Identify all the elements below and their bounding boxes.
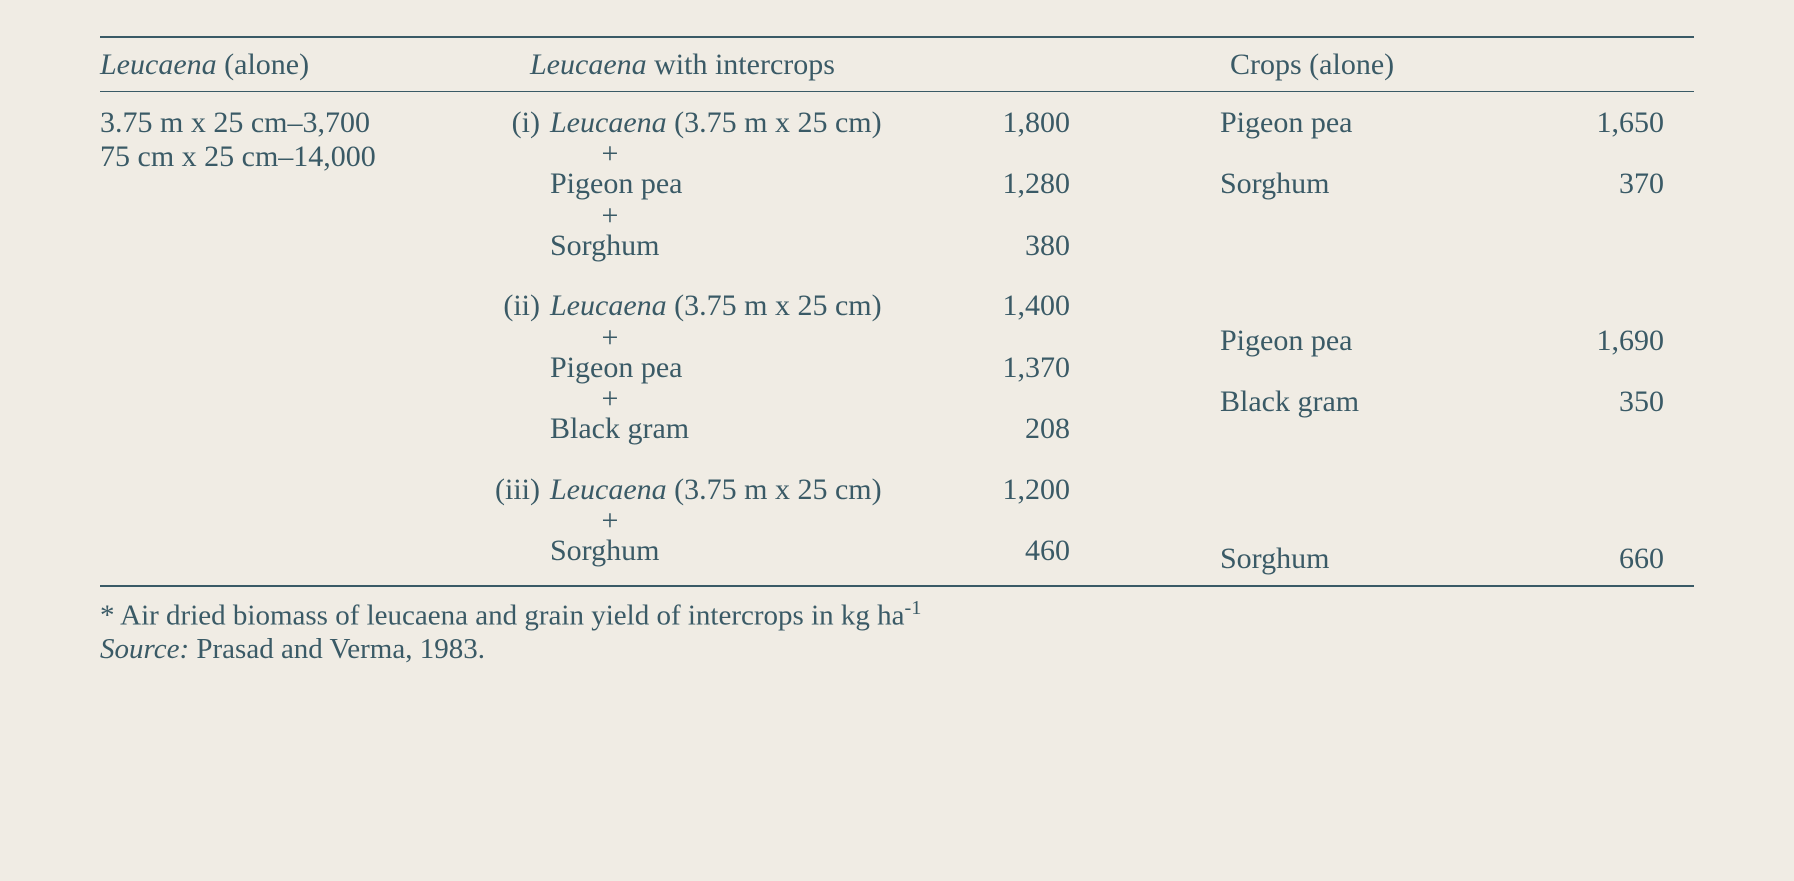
row-value: 1,280 xyxy=(970,167,1100,202)
source: Source: Prasad and Verma, 1983. xyxy=(100,633,1694,666)
row-label: Sorghum xyxy=(550,534,970,569)
table-body: 3.75 m x 25 cm–3,700 75 cm x 25 cm–14,00… xyxy=(100,106,1694,579)
header-rule xyxy=(100,91,1694,92)
crop-label: Sorghum xyxy=(1220,167,1480,202)
row-label: Leucaena (3.75 m x 25 cm) xyxy=(550,289,970,324)
header-col1: Leucaena (alone) xyxy=(100,48,530,83)
row-label-italic: Leucaena xyxy=(550,289,667,322)
col1-row: 3.75 m x 25 cm–3,700 xyxy=(100,106,480,141)
group-body: Leucaena (3.75 m x 25 cm) 1,200 + Sorghu… xyxy=(550,473,1220,569)
plus-icon: + xyxy=(550,324,670,351)
footnote-sup: -1 xyxy=(905,597,922,619)
crop-value: 1,650 xyxy=(1480,106,1694,141)
row-label: Pigeon pea xyxy=(550,167,970,202)
group-marker: (ii) xyxy=(480,289,550,447)
row-value: 1,800 xyxy=(970,106,1100,141)
footnote: * Air dried biomass of leucaena and grai… xyxy=(100,597,1694,633)
plus-icon: + xyxy=(550,140,670,167)
row-label-rest: (3.75 m x 25 cm) xyxy=(667,106,882,139)
header-col2: Leucaena with intercrops xyxy=(530,48,1230,83)
crop-label: Black gram xyxy=(1220,385,1480,420)
crop-value: 350 xyxy=(1480,385,1694,420)
source-text: Prasad and Verma, 1983. xyxy=(189,633,485,665)
header-col2-rest: with intercrops xyxy=(647,48,835,81)
row-label-italic: Leucaena xyxy=(550,473,667,506)
row-value: 1,400 xyxy=(970,289,1100,324)
crop-label: Pigeon pea xyxy=(1220,106,1480,141)
row-value: 460 xyxy=(970,534,1100,569)
col-right: Pigeon pea 1,650 Sorghum 370 Pigeon pea … xyxy=(1220,106,1694,579)
col1-rows: 3.75 m x 25 cm–3,700 75 cm x 25 cm–14,00… xyxy=(100,106,480,579)
crop-row: Black gram 350 xyxy=(1220,385,1694,420)
header-col1-rest: (alone) xyxy=(217,48,309,81)
header-col2-italic: Leucaena xyxy=(530,48,647,81)
group-row: Sorghum 380 xyxy=(550,229,1220,264)
row-label-rest: (3.75 m x 25 cm) xyxy=(667,473,882,506)
group-marker: (iii) xyxy=(480,473,550,569)
plus-icon: + xyxy=(550,385,670,412)
row-label-italic: Leucaena xyxy=(550,106,667,139)
crop-label: Pigeon pea xyxy=(1220,324,1480,359)
crop-row: Pigeon pea 1,650 xyxy=(1220,106,1694,141)
column-headers: Leucaena (alone) Leucaena with intercrop… xyxy=(100,48,1694,83)
row-label: Sorghum xyxy=(550,229,970,264)
col-mid: (i) Leucaena (3.75 m x 25 cm) 1,800 + Pi… xyxy=(480,106,1220,579)
bottom-rule xyxy=(100,585,1694,587)
group-row: Black gram 208 xyxy=(550,412,1220,447)
row-value: 208 xyxy=(970,412,1100,447)
row-value: 1,370 xyxy=(970,351,1100,386)
row-label: Leucaena (3.75 m x 25 cm) xyxy=(550,473,970,508)
crop-value: 660 xyxy=(1480,542,1694,577)
source-label: Source: xyxy=(100,633,189,665)
crops-group: Pigeon pea 1,690 Black gram 350 xyxy=(1220,324,1694,420)
row-value: 380 xyxy=(970,229,1100,264)
group-row: Pigeon pea 1,280 xyxy=(550,167,1220,202)
crops-group: Pigeon pea 1,650 Sorghum 370 xyxy=(1220,106,1694,202)
group-row: Leucaena (3.75 m x 25 cm) 1,200 xyxy=(550,473,1220,508)
row-label: Black gram xyxy=(550,412,970,447)
group: (ii) Leucaena (3.75 m x 25 cm) 1,400 + P… xyxy=(480,289,1220,447)
group-body: Leucaena (3.75 m x 25 cm) 1,400 + Pigeon… xyxy=(550,289,1220,447)
group-row: Leucaena (3.75 m x 25 cm) 1,800 xyxy=(550,106,1220,141)
col1-row: 75 cm x 25 cm–14,000 xyxy=(100,140,480,175)
row-label: Leucaena (3.75 m x 25 cm) xyxy=(550,106,970,141)
group-marker: (i) xyxy=(480,106,550,264)
crop-value: 370 xyxy=(1480,167,1694,202)
table-page: Leucaena (alone) Leucaena with intercrop… xyxy=(0,0,1794,686)
group-row: Leucaena (3.75 m x 25 cm) 1,400 xyxy=(550,289,1220,324)
crop-value: 1,690 xyxy=(1480,324,1694,359)
crops-group: Sorghum 660 xyxy=(1220,542,1694,577)
footnote-text: * Air dried biomass of leucaena and grai… xyxy=(100,599,905,631)
group: (iii) Leucaena (3.75 m x 25 cm) 1,200 + … xyxy=(480,473,1220,569)
row-label-rest: (3.75 m x 25 cm) xyxy=(667,289,882,322)
group-row: Sorghum 460 xyxy=(550,534,1220,569)
crop-row: Sorghum 660 xyxy=(1220,542,1694,577)
header-col1-italic: Leucaena xyxy=(100,48,217,81)
group-body: Leucaena (3.75 m x 25 cm) 1,800 + Pigeon… xyxy=(550,106,1220,264)
crop-row: Sorghum 370 xyxy=(1220,167,1694,202)
group-row: Pigeon pea 1,370 xyxy=(550,351,1220,386)
header-col3: Crops (alone) xyxy=(1230,48,1694,83)
plus-icon: + xyxy=(550,507,670,534)
crop-row: Pigeon pea 1,690 xyxy=(1220,324,1694,359)
row-value: 1,200 xyxy=(970,473,1100,508)
crop-label: Sorghum xyxy=(1220,542,1480,577)
group: (i) Leucaena (3.75 m x 25 cm) 1,800 + Pi… xyxy=(480,106,1220,264)
row-label: Pigeon pea xyxy=(550,351,970,386)
plus-icon: + xyxy=(550,202,670,229)
top-rule xyxy=(100,36,1694,38)
